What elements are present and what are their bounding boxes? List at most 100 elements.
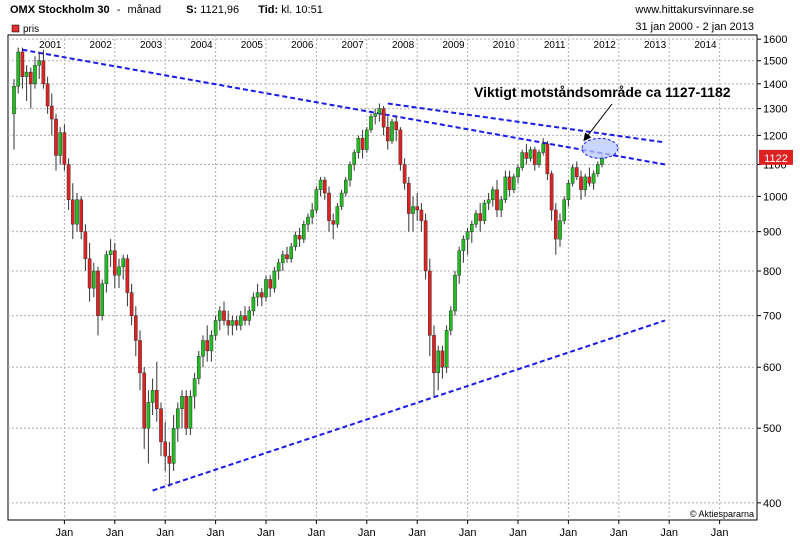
candle	[339, 189, 344, 211]
candle	[461, 235, 466, 263]
candle-body	[289, 246, 294, 259]
y-tick-label: 900	[763, 227, 781, 239]
x-tick-label: Jan	[106, 527, 124, 539]
candle	[24, 65, 29, 101]
x-tick-label: Jan	[56, 527, 74, 539]
candle-body	[562, 199, 566, 221]
plot-area	[7, 34, 758, 521]
instrument-name: OMX Stockholm 30	[10, 4, 110, 16]
year-label: 2011	[544, 40, 566, 51]
candle-body	[146, 402, 151, 429]
candle-body	[558, 220, 562, 240]
candle-body	[281, 254, 285, 263]
x-tick-label: Jan	[610, 527, 628, 539]
candle	[449, 306, 453, 336]
candle	[62, 124, 67, 171]
candle	[365, 127, 369, 153]
candle	[562, 196, 566, 225]
year-label: 2012	[594, 40, 617, 51]
candle-body	[45, 83, 50, 107]
candle-body	[83, 231, 88, 259]
candle-body	[196, 356, 201, 379]
candle-body	[213, 320, 218, 336]
candle	[243, 306, 247, 326]
candle	[583, 173, 587, 197]
candle-body	[310, 209, 315, 218]
candle-body	[415, 206, 420, 211]
candle	[318, 176, 323, 197]
candle	[302, 220, 306, 243]
candle-body	[520, 152, 524, 168]
candle	[394, 116, 399, 142]
candle-body	[344, 179, 348, 194]
candle-body	[167, 455, 172, 464]
candle	[41, 49, 46, 89]
candle-body	[423, 220, 428, 272]
candle-body	[419, 209, 424, 221]
candle-body	[356, 137, 361, 153]
candle	[369, 113, 373, 133]
time-value: kl. 10:51	[281, 4, 323, 16]
year-label: 2004	[190, 40, 213, 51]
annotation-arrow	[583, 103, 613, 142]
candle	[58, 127, 62, 165]
candle-body	[591, 173, 596, 184]
candle-body	[436, 350, 441, 374]
candle	[457, 246, 462, 284]
candle	[419, 203, 424, 232]
year-label: 2002	[90, 40, 113, 51]
candle-body	[381, 108, 386, 128]
candle-body	[209, 335, 214, 352]
y-tick-label: 800	[763, 266, 781, 278]
candle-body	[192, 378, 197, 397]
resistance-zone-ellipse	[581, 137, 619, 159]
candle	[428, 258, 432, 357]
candle	[268, 275, 273, 298]
candle	[45, 76, 50, 114]
candle-body	[524, 152, 529, 159]
candle-body	[29, 71, 33, 85]
candle	[222, 301, 226, 326]
candle-body	[386, 126, 390, 142]
chart-header: OMX Stockholm 30 - månad S: 1121,96 Tid:…	[10, 4, 323, 16]
candle-body	[482, 202, 487, 221]
year-label: 2013	[644, 40, 667, 51]
candle	[154, 361, 159, 422]
last-label: S:	[186, 4, 198, 16]
candle-body	[184, 396, 189, 429]
candle	[251, 292, 256, 316]
axes: 2001 2002 2003 2004 2005 2006 2007 2008 2009 2010…	[39, 34, 787, 539]
trendline	[387, 102, 666, 144]
candle	[75, 193, 79, 232]
candle	[516, 164, 520, 184]
x-tick-label: Jan	[509, 527, 527, 539]
candle	[486, 193, 491, 211]
candle-body	[507, 176, 512, 190]
candle-body	[150, 390, 155, 403]
candle-body	[222, 310, 226, 321]
candle-body	[62, 132, 67, 165]
y-tick-label: 1300	[763, 104, 787, 116]
candle	[381, 106, 386, 136]
x-tick-label: Jan	[308, 527, 326, 539]
candle-body	[566, 183, 571, 200]
candle-body	[297, 235, 302, 240]
candle	[499, 196, 504, 218]
candle	[423, 213, 428, 280]
x-tick-label: Jan	[459, 527, 477, 539]
candle	[360, 129, 365, 159]
candle	[524, 143, 529, 165]
candle	[520, 149, 524, 171]
candle	[108, 239, 113, 267]
candle-body	[230, 320, 235, 326]
candle-body	[54, 118, 58, 156]
candle-body	[108, 250, 113, 255]
candle-body	[33, 65, 37, 85]
candle	[163, 421, 168, 471]
x-tick-label: Jan	[711, 527, 729, 539]
x-tick-label: Jan	[207, 527, 225, 539]
candle	[33, 56, 37, 89]
candle	[377, 103, 382, 122]
candle	[264, 275, 268, 302]
candle	[398, 127, 403, 171]
